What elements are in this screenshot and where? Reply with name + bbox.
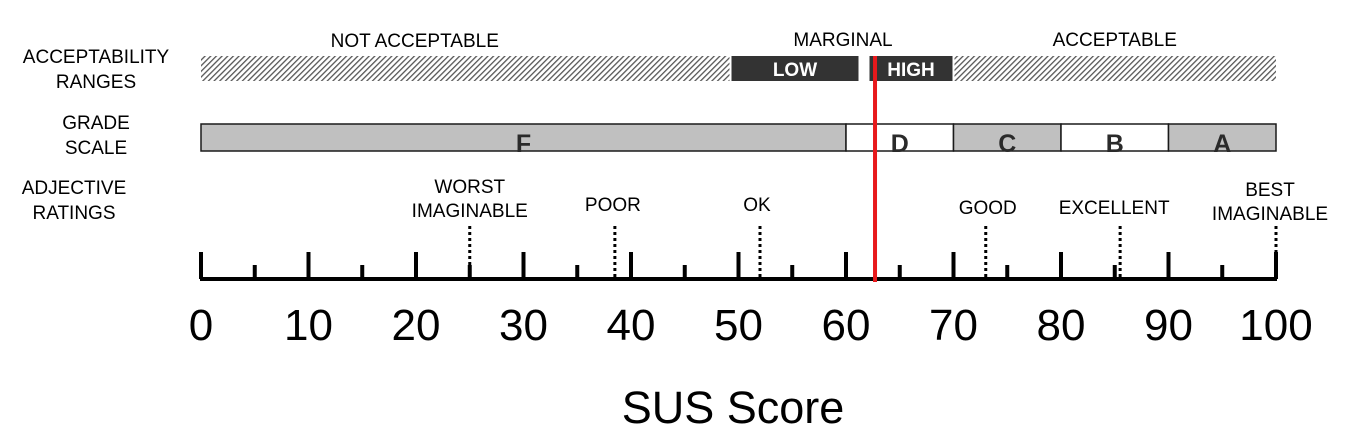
adjective-row-label: ADJECTIVE RATINGS bbox=[0, 176, 164, 226]
tick-label: 40 bbox=[607, 301, 656, 350]
adjective-label: EXCELLENT bbox=[1058, 198, 1170, 219]
adjective-label: GOOD bbox=[958, 198, 1017, 219]
marginal-label: MARGINAL bbox=[793, 30, 893, 51]
grade-cell-a bbox=[1167, 123, 1277, 152]
adjective-label: WORST IMAGINABLE bbox=[411, 177, 528, 222]
adjective-label: POOR bbox=[584, 195, 641, 216]
acceptable-label: ACCEPTABLE bbox=[1052, 30, 1177, 51]
adjective-label: OK bbox=[743, 195, 771, 216]
acceptability-label-line2: RANGES bbox=[55, 72, 137, 93]
grade-label-f: F bbox=[516, 130, 531, 158]
adjective-label: BEST IMAGINABLE bbox=[1211, 180, 1329, 225]
not-acceptable-label: NOT ACCEPTABLE bbox=[330, 31, 499, 52]
tick-label: 100 bbox=[1239, 301, 1312, 350]
acceptability-label-line1: ACCEPTABILITY bbox=[22, 47, 170, 68]
not-acceptable-band bbox=[201, 56, 730, 81]
tick-label: 10 bbox=[284, 301, 333, 350]
adjective-label-line2: RATINGS bbox=[32, 203, 116, 224]
tick-label: 80 bbox=[1037, 301, 1086, 350]
tick-label: 60 bbox=[822, 301, 871, 350]
grade-row-label: GRADE SCALE bbox=[6, 111, 186, 161]
tick-label: 70 bbox=[929, 301, 978, 350]
marginal-high-band bbox=[869, 56, 953, 81]
acceptable-band bbox=[954, 56, 1276, 81]
grade-label-a: A bbox=[1213, 130, 1231, 158]
tick-label: 30 bbox=[499, 301, 548, 350]
adjective-label-line1: ADJECTIVE bbox=[21, 178, 127, 199]
marginal-low-band bbox=[731, 56, 859, 81]
tick-label: 0 bbox=[189, 301, 213, 350]
marginal-low-label: LOW bbox=[773, 60, 817, 81]
grade-label-b: B bbox=[1106, 130, 1124, 158]
axis-title: SUS Score bbox=[622, 382, 845, 433]
tick-label: 90 bbox=[1144, 301, 1193, 350]
grade-label-line1: GRADE bbox=[62, 113, 130, 134]
grade-label-c: C bbox=[998, 130, 1016, 158]
acceptability-row-label: ACCEPTABILITY RANGES bbox=[6, 45, 186, 95]
grade-label-line2: SCALE bbox=[64, 138, 128, 159]
marginal-high-label: HIGH bbox=[887, 60, 935, 81]
tick-label: 50 bbox=[714, 301, 763, 350]
grade-label-d: D bbox=[891, 130, 909, 158]
tick-label: 20 bbox=[392, 301, 441, 350]
